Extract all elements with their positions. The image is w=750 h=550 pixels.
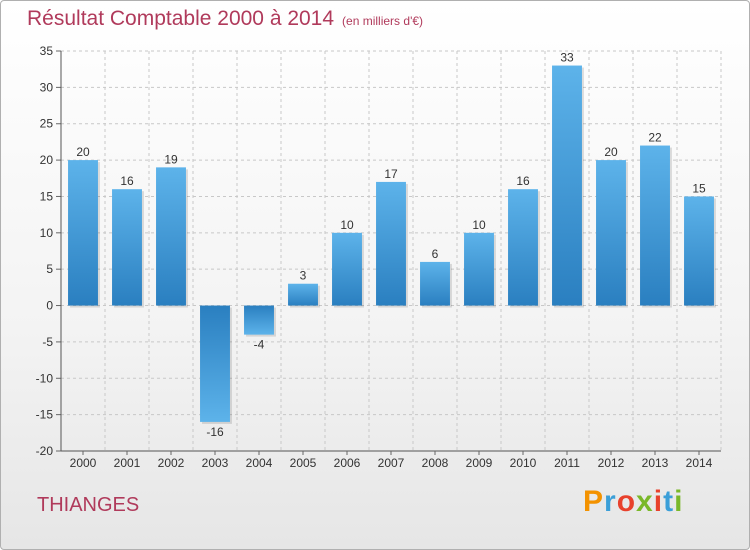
logo-letter: i (674, 485, 684, 518)
bar-value-label: 10 (472, 218, 486, 232)
chart-title-text: Résultat Comptable 2000 à 2014 (27, 7, 335, 30)
y-tick-label: 5 (46, 262, 53, 276)
bar-value-label: 22 (648, 131, 662, 145)
y-tick-label: 30 (40, 80, 54, 94)
y-tick-label: 35 (40, 44, 54, 58)
bar-2004 (244, 305, 274, 335)
bar-2009 (464, 232, 494, 306)
bar-value-label: 17 (384, 167, 398, 181)
bar-2007 (376, 181, 406, 306)
bar-2006 (332, 232, 362, 306)
y-tick-label: 25 (40, 117, 54, 131)
y-tick-label: 15 (40, 189, 54, 203)
bar-value-label: 16 (516, 174, 530, 188)
chart-title: Résultat Comptable 2000 à 2014 (en millie… (27, 7, 423, 31)
bar-2005 (288, 283, 318, 306)
x-tick-label: 2000 (70, 456, 97, 470)
bar-value-label: -16 (206, 425, 224, 439)
x-tick-label: 2009 (466, 456, 493, 470)
bar-value-label: 20 (76, 145, 90, 159)
logo-letter: t (663, 485, 675, 518)
commune-name: THIANGES (37, 494, 140, 516)
x-tick-label: 2014 (686, 456, 713, 470)
y-tick-label: -5 (42, 335, 53, 349)
bar-value-label: -4 (254, 338, 265, 352)
x-tick-label: 2002 (158, 456, 185, 470)
x-tick-label: 2001 (114, 456, 141, 470)
x-tick-label: 2010 (510, 456, 537, 470)
bar-2013 (640, 145, 670, 306)
y-tick-label: 0 (46, 299, 53, 313)
bar-2000 (68, 160, 98, 306)
bar-2001 (112, 189, 142, 306)
x-tick-label: 2004 (246, 456, 273, 470)
x-tick-label: 2003 (202, 456, 229, 470)
x-tick-label: 2011 (554, 456, 580, 470)
x-tick-label: 2013 (642, 456, 669, 470)
x-tick-label: 2005 (290, 456, 317, 470)
bar-value-label: 19 (164, 152, 178, 166)
y-tick-label: 10 (40, 226, 54, 240)
y-tick-label: 20 (40, 153, 54, 167)
logo-letter: P (583, 485, 605, 518)
bar-value-label: 16 (120, 174, 134, 188)
bar-value-label: 15 (692, 181, 706, 195)
bar-layer (68, 65, 716, 424)
bar-value-label: 6 (432, 247, 439, 261)
bar-value-label: 20 (604, 145, 618, 159)
bar-2003 (200, 305, 230, 422)
x-tick-label: 2008 (422, 456, 449, 470)
x-tick-label: 2012 (598, 456, 625, 470)
bar-2002 (156, 167, 186, 306)
bar-value-label: 33 (560, 51, 574, 65)
bar-value-label: 3 (300, 269, 307, 283)
logo-letter: x (636, 485, 654, 518)
bar-2014 (684, 196, 714, 306)
bar-2011 (552, 65, 582, 306)
y-tick-label: -15 (36, 408, 54, 422)
x-tick-label: 2006 (334, 456, 361, 470)
y-tick-label: -10 (36, 371, 54, 385)
proxiti-logo: Proxiti (583, 485, 683, 519)
bar-2010 (508, 189, 538, 306)
logo-letter: i (653, 485, 664, 518)
chart-subtitle: (en milliers d'€) (342, 14, 424, 28)
bar-value-label: 10 (340, 218, 354, 232)
x-tick-label: 2007 (378, 456, 405, 470)
axis-layer: 35 30 25 20 15 10 5 0 -5 -10 -15 -20 2000 2001 2002 200… (36, 44, 721, 470)
logo-letter: o (616, 485, 637, 518)
bar-2008 (420, 261, 450, 306)
bar-2012 (596, 160, 626, 306)
logo-letter: r (604, 485, 617, 518)
label-layer: 20 16 19 -16 -4 3 10 17 6 10 16 33 20 22 15 (76, 51, 706, 439)
y-tick-label: -20 (36, 444, 54, 458)
